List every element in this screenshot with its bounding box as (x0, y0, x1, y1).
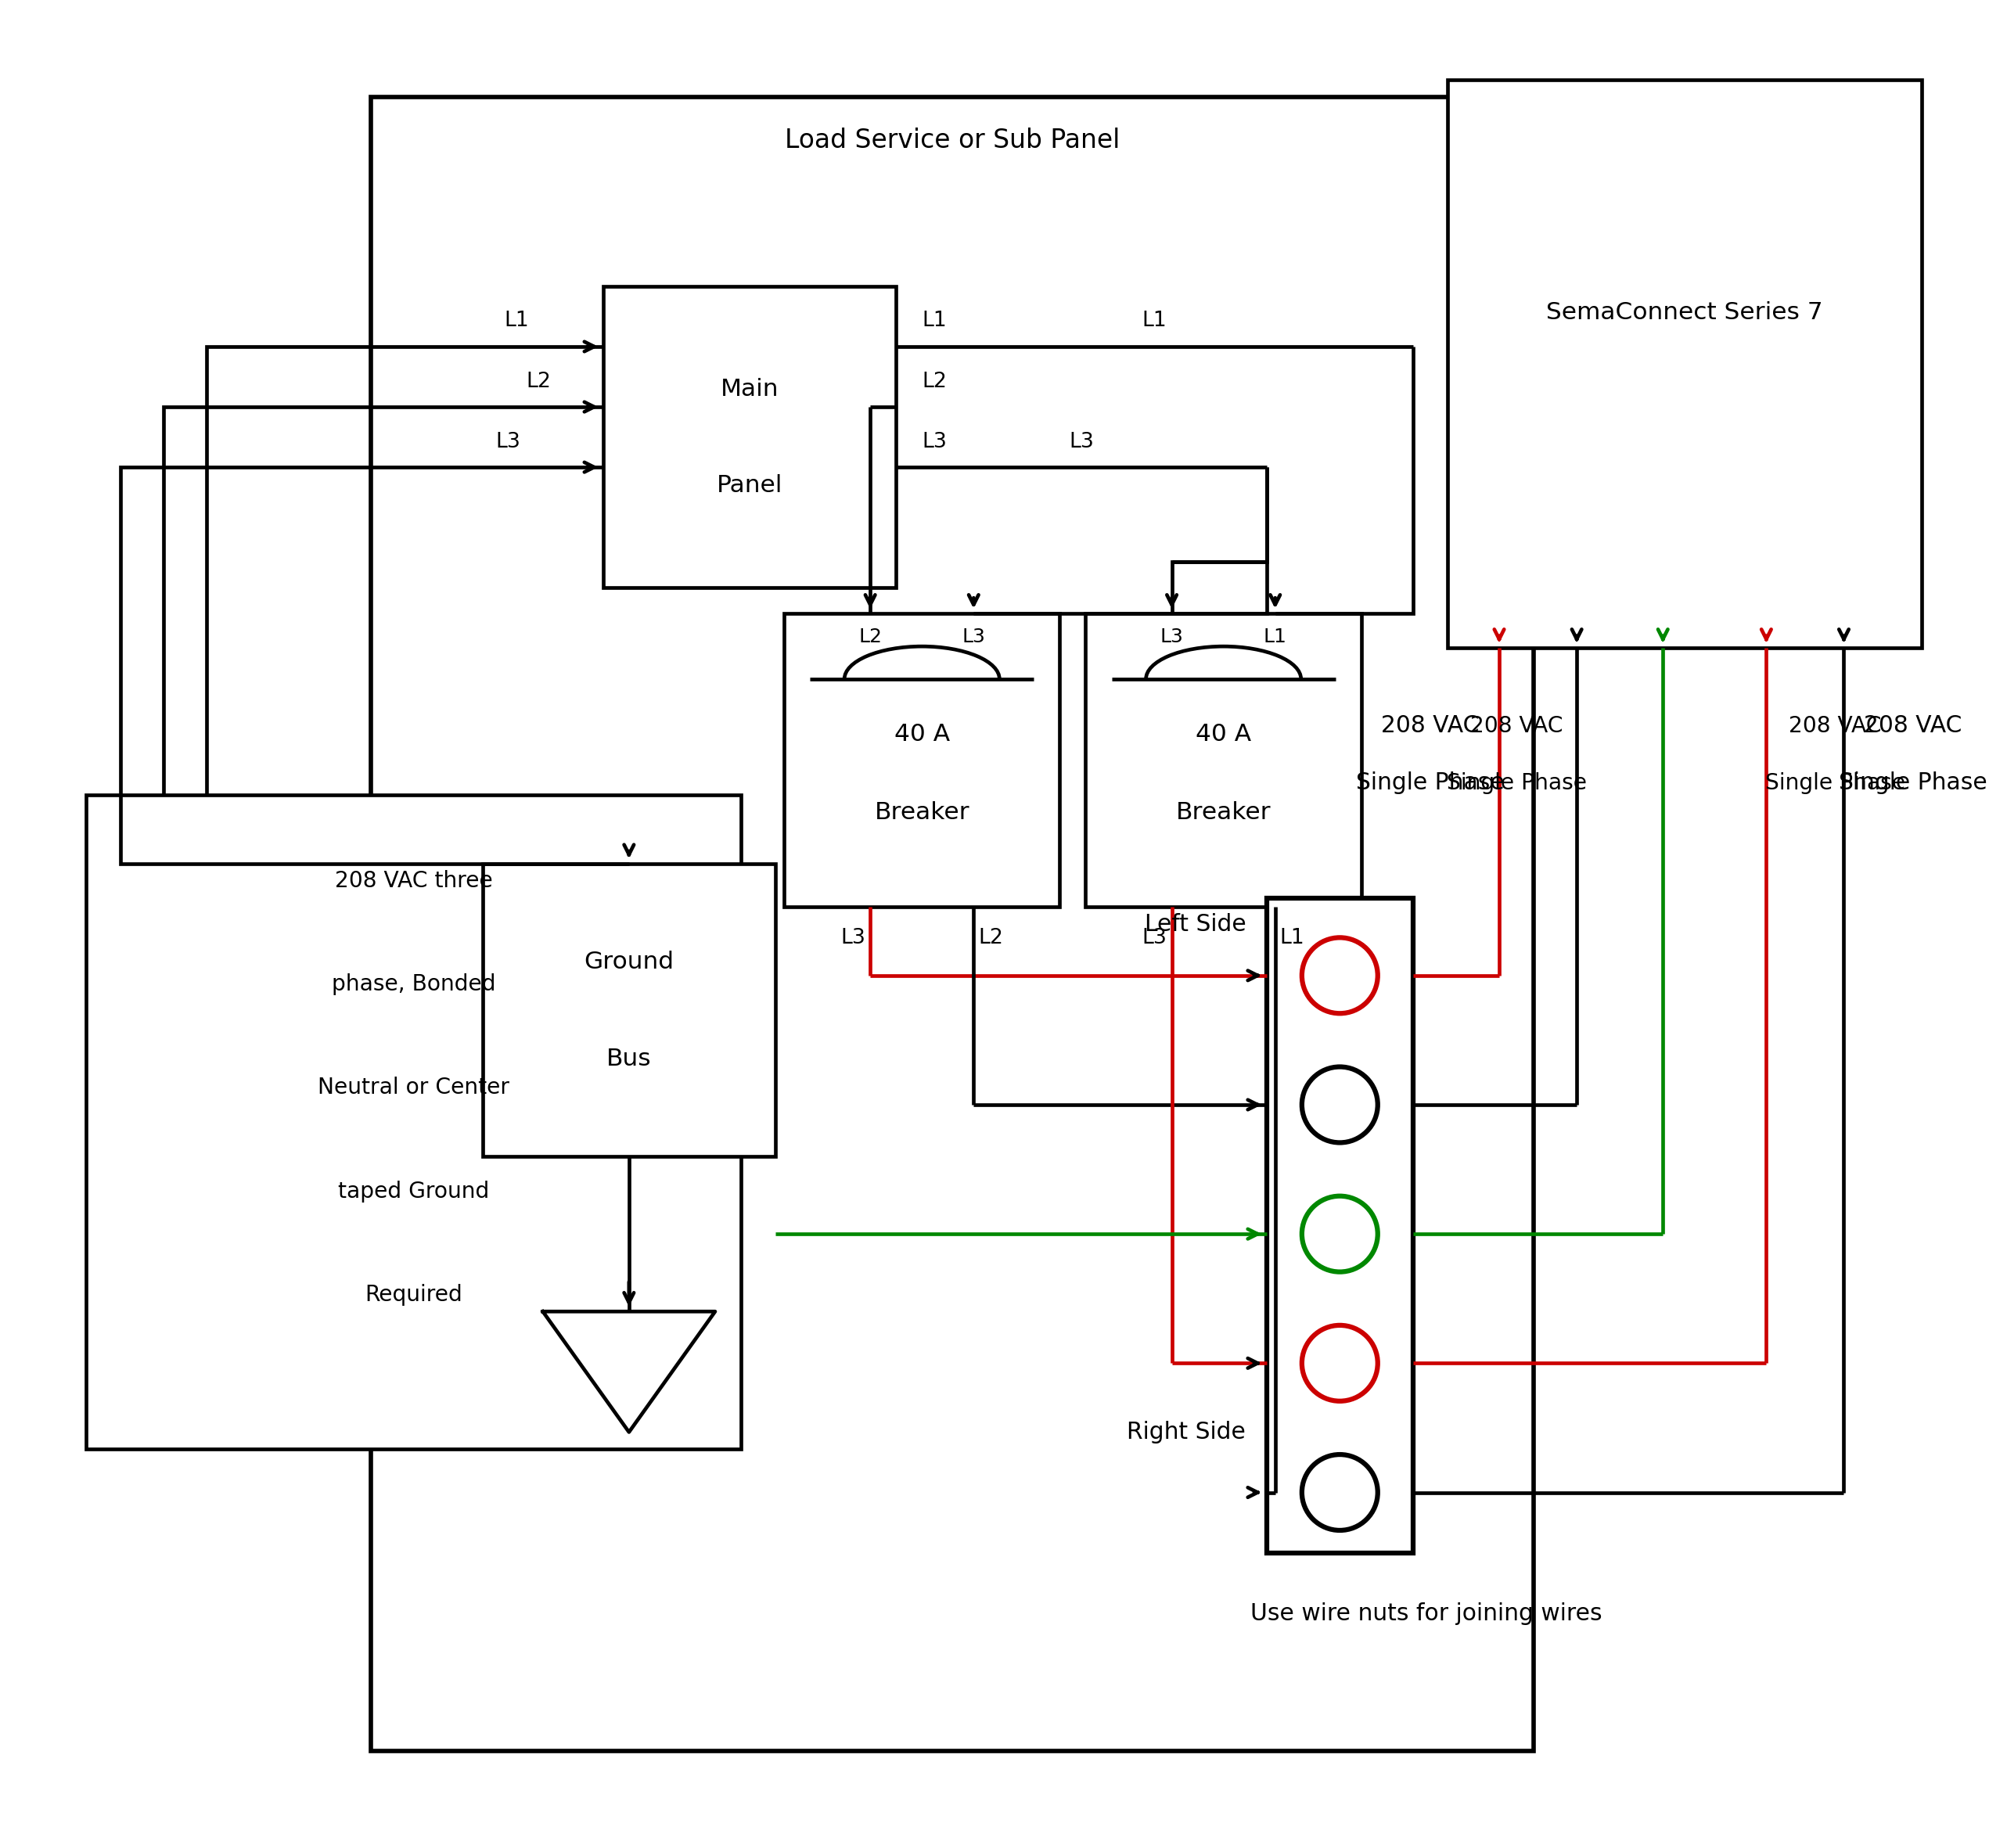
Bar (1448, 79, 1921, 649)
Text: SemaConnect Series 7: SemaConnect Series 7 (1545, 301, 1822, 323)
Text: L2: L2 (921, 371, 947, 392)
Text: L1: L1 (921, 310, 947, 331)
Text: 208 VAC: 208 VAC (1380, 715, 1480, 737)
Circle shape (1301, 1066, 1378, 1142)
Bar (86, 795, 740, 1449)
Text: Right Side: Right Side (1128, 1421, 1245, 1443)
Text: Single Phase: Single Phase (1446, 772, 1585, 793)
Text: 208 VAC: 208 VAC (1788, 715, 1882, 737)
Text: L1: L1 (1142, 310, 1168, 331)
Text: L2: L2 (525, 371, 551, 392)
Bar (1086, 614, 1360, 907)
Text: Required: Required (364, 1283, 461, 1305)
Bar (603, 286, 895, 588)
Text: L3: L3 (921, 431, 947, 451)
Text: L1: L1 (1279, 928, 1305, 948)
Bar (483, 863, 776, 1157)
Text: 208 VAC: 208 VAC (1864, 715, 1961, 737)
Circle shape (1301, 1325, 1378, 1401)
Bar (370, 98, 1534, 1750)
Text: L1: L1 (505, 310, 529, 331)
Text: Breaker: Breaker (1175, 800, 1271, 824)
Text: Ground: Ground (585, 950, 674, 974)
Text: Panel: Panel (716, 475, 782, 497)
Circle shape (1301, 937, 1378, 1013)
Text: Neutral or Center: Neutral or Center (318, 1077, 509, 1098)
Circle shape (1301, 1196, 1378, 1271)
Text: Breaker: Breaker (875, 800, 969, 824)
Text: L3: L3 (963, 628, 985, 647)
Bar (1267, 898, 1412, 1552)
Text: phase, Bonded: phase, Bonded (332, 974, 495, 996)
Text: 208 VAC: 208 VAC (1470, 715, 1563, 737)
Text: L1: L1 (1263, 628, 1287, 647)
Text: taped Ground: taped Ground (338, 1181, 489, 1201)
Text: Use wire nuts for joining wires: Use wire nuts for joining wires (1249, 1602, 1601, 1624)
Text: 40 A: 40 A (1195, 723, 1251, 747)
Text: Single Phase: Single Phase (1356, 771, 1504, 795)
Text: Left Side: Left Side (1144, 913, 1245, 935)
Bar (784, 614, 1060, 907)
Text: Single Phase: Single Phase (1838, 771, 1987, 795)
Text: L2: L2 (859, 628, 881, 647)
Text: Single Phase: Single Phase (1764, 772, 1905, 793)
Text: Main: Main (720, 377, 778, 401)
Text: 40 A: 40 A (893, 723, 949, 747)
Text: Bus: Bus (607, 1048, 650, 1070)
Text: L3: L3 (1160, 628, 1183, 647)
Text: L3: L3 (1068, 431, 1094, 451)
Text: L3: L3 (841, 928, 865, 948)
Circle shape (1301, 1454, 1378, 1530)
Text: 208 VAC three: 208 VAC three (334, 870, 493, 893)
Text: L2: L2 (979, 928, 1002, 948)
Text: L3: L3 (495, 431, 521, 451)
Text: Load Service or Sub Panel: Load Service or Sub Panel (784, 128, 1120, 153)
Text: L3: L3 (1142, 928, 1168, 948)
